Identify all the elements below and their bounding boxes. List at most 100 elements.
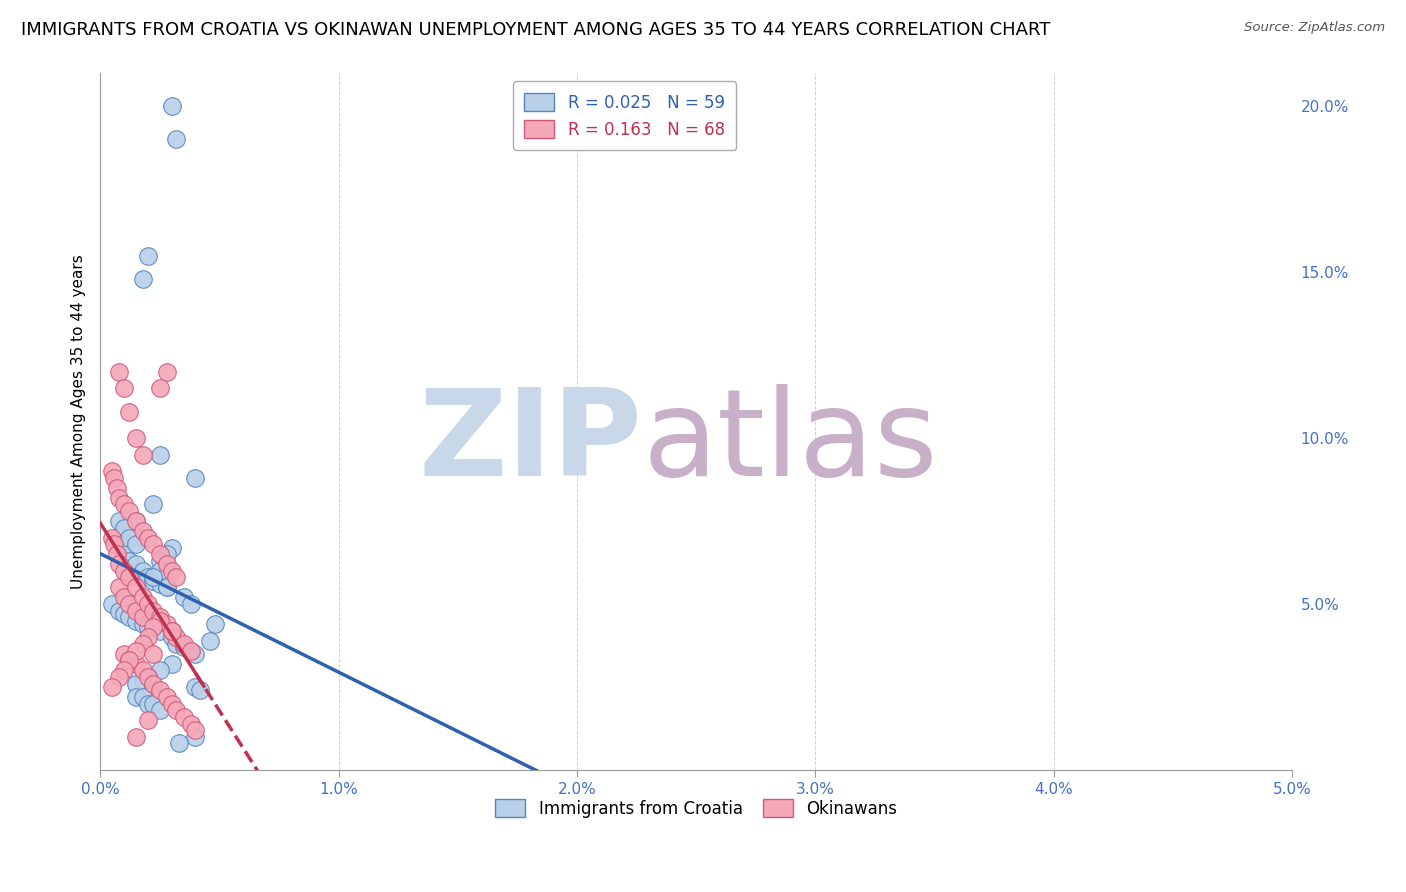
- Point: [160, 624, 183, 638]
- Point: [173, 637, 195, 651]
- Y-axis label: Unemployment Among Ages 35 to 44 years: Unemployment Among Ages 35 to 44 years: [72, 254, 86, 589]
- Point: [142, 498, 165, 512]
- Point: [118, 531, 141, 545]
- Point: [149, 564, 172, 578]
- Point: [136, 713, 159, 727]
- Point: [142, 620, 165, 634]
- Point: [108, 365, 131, 379]
- Point: [125, 657, 148, 671]
- Point: [125, 581, 148, 595]
- Point: [156, 547, 179, 561]
- Point: [180, 716, 202, 731]
- Text: atlas: atlas: [643, 384, 938, 501]
- Point: [125, 431, 148, 445]
- Text: Source: ZipAtlas.com: Source: ZipAtlas.com: [1244, 21, 1385, 34]
- Point: [108, 537, 131, 551]
- Point: [125, 604, 148, 618]
- Point: [160, 99, 183, 113]
- Point: [149, 448, 172, 462]
- Legend: Immigrants from Croatia, Okinawans: Immigrants from Croatia, Okinawans: [489, 792, 904, 824]
- Point: [118, 653, 141, 667]
- Point: [165, 637, 187, 651]
- Point: [149, 664, 172, 678]
- Point: [118, 610, 141, 624]
- Point: [173, 710, 195, 724]
- Point: [125, 537, 148, 551]
- Point: [184, 730, 207, 744]
- Point: [136, 670, 159, 684]
- Point: [142, 676, 165, 690]
- Point: [149, 610, 172, 624]
- Point: [103, 537, 125, 551]
- Point: [132, 673, 155, 688]
- Point: [112, 664, 135, 678]
- Point: [132, 664, 155, 678]
- Point: [118, 570, 141, 584]
- Point: [101, 464, 124, 478]
- Point: [160, 624, 183, 638]
- Point: [136, 670, 159, 684]
- Point: [132, 617, 155, 632]
- Point: [160, 630, 183, 644]
- Point: [132, 531, 155, 545]
- Point: [132, 272, 155, 286]
- Point: [165, 703, 187, 717]
- Point: [156, 365, 179, 379]
- Point: [165, 630, 187, 644]
- Point: [136, 597, 159, 611]
- Point: [149, 614, 172, 628]
- Point: [180, 643, 202, 657]
- Point: [188, 683, 211, 698]
- Point: [132, 610, 155, 624]
- Text: ZIP: ZIP: [419, 384, 643, 501]
- Point: [156, 690, 179, 704]
- Point: [160, 697, 183, 711]
- Point: [132, 637, 155, 651]
- Point: [125, 614, 148, 628]
- Point: [184, 647, 207, 661]
- Point: [160, 564, 183, 578]
- Point: [142, 537, 165, 551]
- Point: [112, 607, 135, 621]
- Point: [149, 577, 172, 591]
- Point: [108, 558, 131, 572]
- Point: [160, 541, 183, 555]
- Point: [108, 670, 131, 684]
- Point: [142, 574, 165, 588]
- Point: [108, 514, 131, 528]
- Point: [112, 381, 135, 395]
- Point: [156, 558, 179, 572]
- Point: [136, 630, 159, 644]
- Point: [149, 554, 172, 568]
- Point: [167, 736, 190, 750]
- Point: [136, 248, 159, 262]
- Point: [132, 564, 155, 578]
- Point: [118, 504, 141, 518]
- Point: [125, 676, 148, 690]
- Point: [156, 581, 179, 595]
- Point: [118, 554, 141, 568]
- Point: [149, 624, 172, 638]
- Point: [204, 617, 226, 632]
- Point: [142, 697, 165, 711]
- Point: [184, 723, 207, 738]
- Point: [136, 697, 159, 711]
- Point: [125, 558, 148, 572]
- Point: [136, 531, 159, 545]
- Point: [101, 531, 124, 545]
- Point: [118, 653, 141, 667]
- Point: [112, 647, 135, 661]
- Point: [180, 597, 202, 611]
- Point: [160, 657, 183, 671]
- Point: [101, 680, 124, 694]
- Point: [125, 690, 148, 704]
- Point: [112, 591, 135, 605]
- Point: [132, 591, 155, 605]
- Point: [108, 581, 131, 595]
- Point: [165, 132, 187, 146]
- Point: [125, 514, 148, 528]
- Point: [112, 564, 135, 578]
- Point: [112, 498, 135, 512]
- Point: [125, 730, 148, 744]
- Point: [105, 547, 128, 561]
